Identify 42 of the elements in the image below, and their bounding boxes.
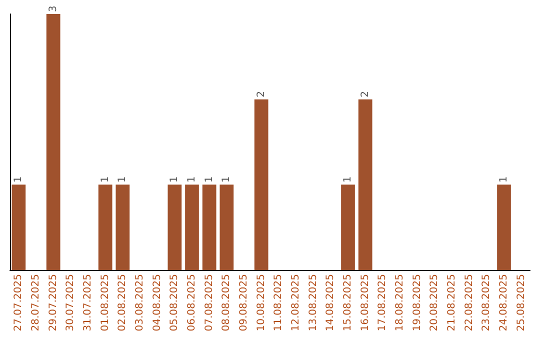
x-tick-label: 08.08.2025	[221, 274, 232, 332]
x-tick-label: 30.07.2025	[65, 274, 76, 332]
x-tick-label: 12.08.2025	[290, 274, 302, 332]
x-tick-label: 27.07.2025	[13, 274, 24, 332]
x-tick-label: 29.07.2025	[48, 274, 59, 332]
x-tick-label: 19.08.2025	[412, 274, 423, 332]
data-label: 2	[256, 90, 267, 98]
x-tick-label: 17.08.2025	[377, 274, 388, 332]
data-label: 1	[204, 176, 215, 183]
x-tick-label: 03.08.2025	[134, 274, 146, 332]
data-label: 1	[169, 176, 180, 183]
data-label: 1	[186, 176, 198, 183]
data-label: 1	[100, 176, 111, 183]
x-tick-label: 15.08.2025	[342, 274, 354, 332]
data-label: 1	[342, 176, 354, 183]
x-tick-label: 11.08.2025	[273, 274, 284, 332]
x-tick-label: 24.08.2025	[498, 274, 510, 332]
x-tick-label: 05.08.2025	[169, 274, 180, 332]
x-tick-label: 09.08.2025	[238, 274, 250, 332]
x-tick-label: 22.08.2025	[464, 274, 475, 332]
x-tick-label: 28.07.2025	[30, 274, 42, 332]
x-tick-label: 02.08.2025	[117, 274, 128, 332]
data-label: 1	[117, 176, 128, 183]
data-label: 1	[498, 176, 510, 183]
data-label: 1	[13, 176, 24, 183]
x-tick-label: 14.08.2025	[325, 274, 336, 332]
x-tick-label: 10.08.2025	[256, 274, 267, 332]
data-label: 2	[360, 90, 371, 98]
x-tick-label: 23.08.2025	[481, 274, 492, 332]
x-tick-label: 18.08.2025	[394, 274, 406, 332]
x-tick-label: 25.08.2025	[516, 274, 527, 332]
x-tick-label: 31.07.2025	[82, 274, 94, 332]
x-tick-label: 13.08.2025	[308, 274, 319, 332]
x-tick-label: 07.08.2025	[204, 274, 215, 332]
data-label: 3	[48, 6, 59, 12]
data-label: 1	[221, 176, 232, 183]
x-tick-label: 01.08.2025	[100, 274, 111, 332]
x-tick-label: 06.08.2025	[186, 274, 198, 332]
x-tick-label: 16.08.2025	[360, 274, 371, 332]
x-tick-label: 20.08.2025	[429, 274, 440, 332]
x-tick-label: 21.08.2025	[446, 274, 458, 332]
x-tick-label: 04.08.2025	[152, 274, 163, 332]
